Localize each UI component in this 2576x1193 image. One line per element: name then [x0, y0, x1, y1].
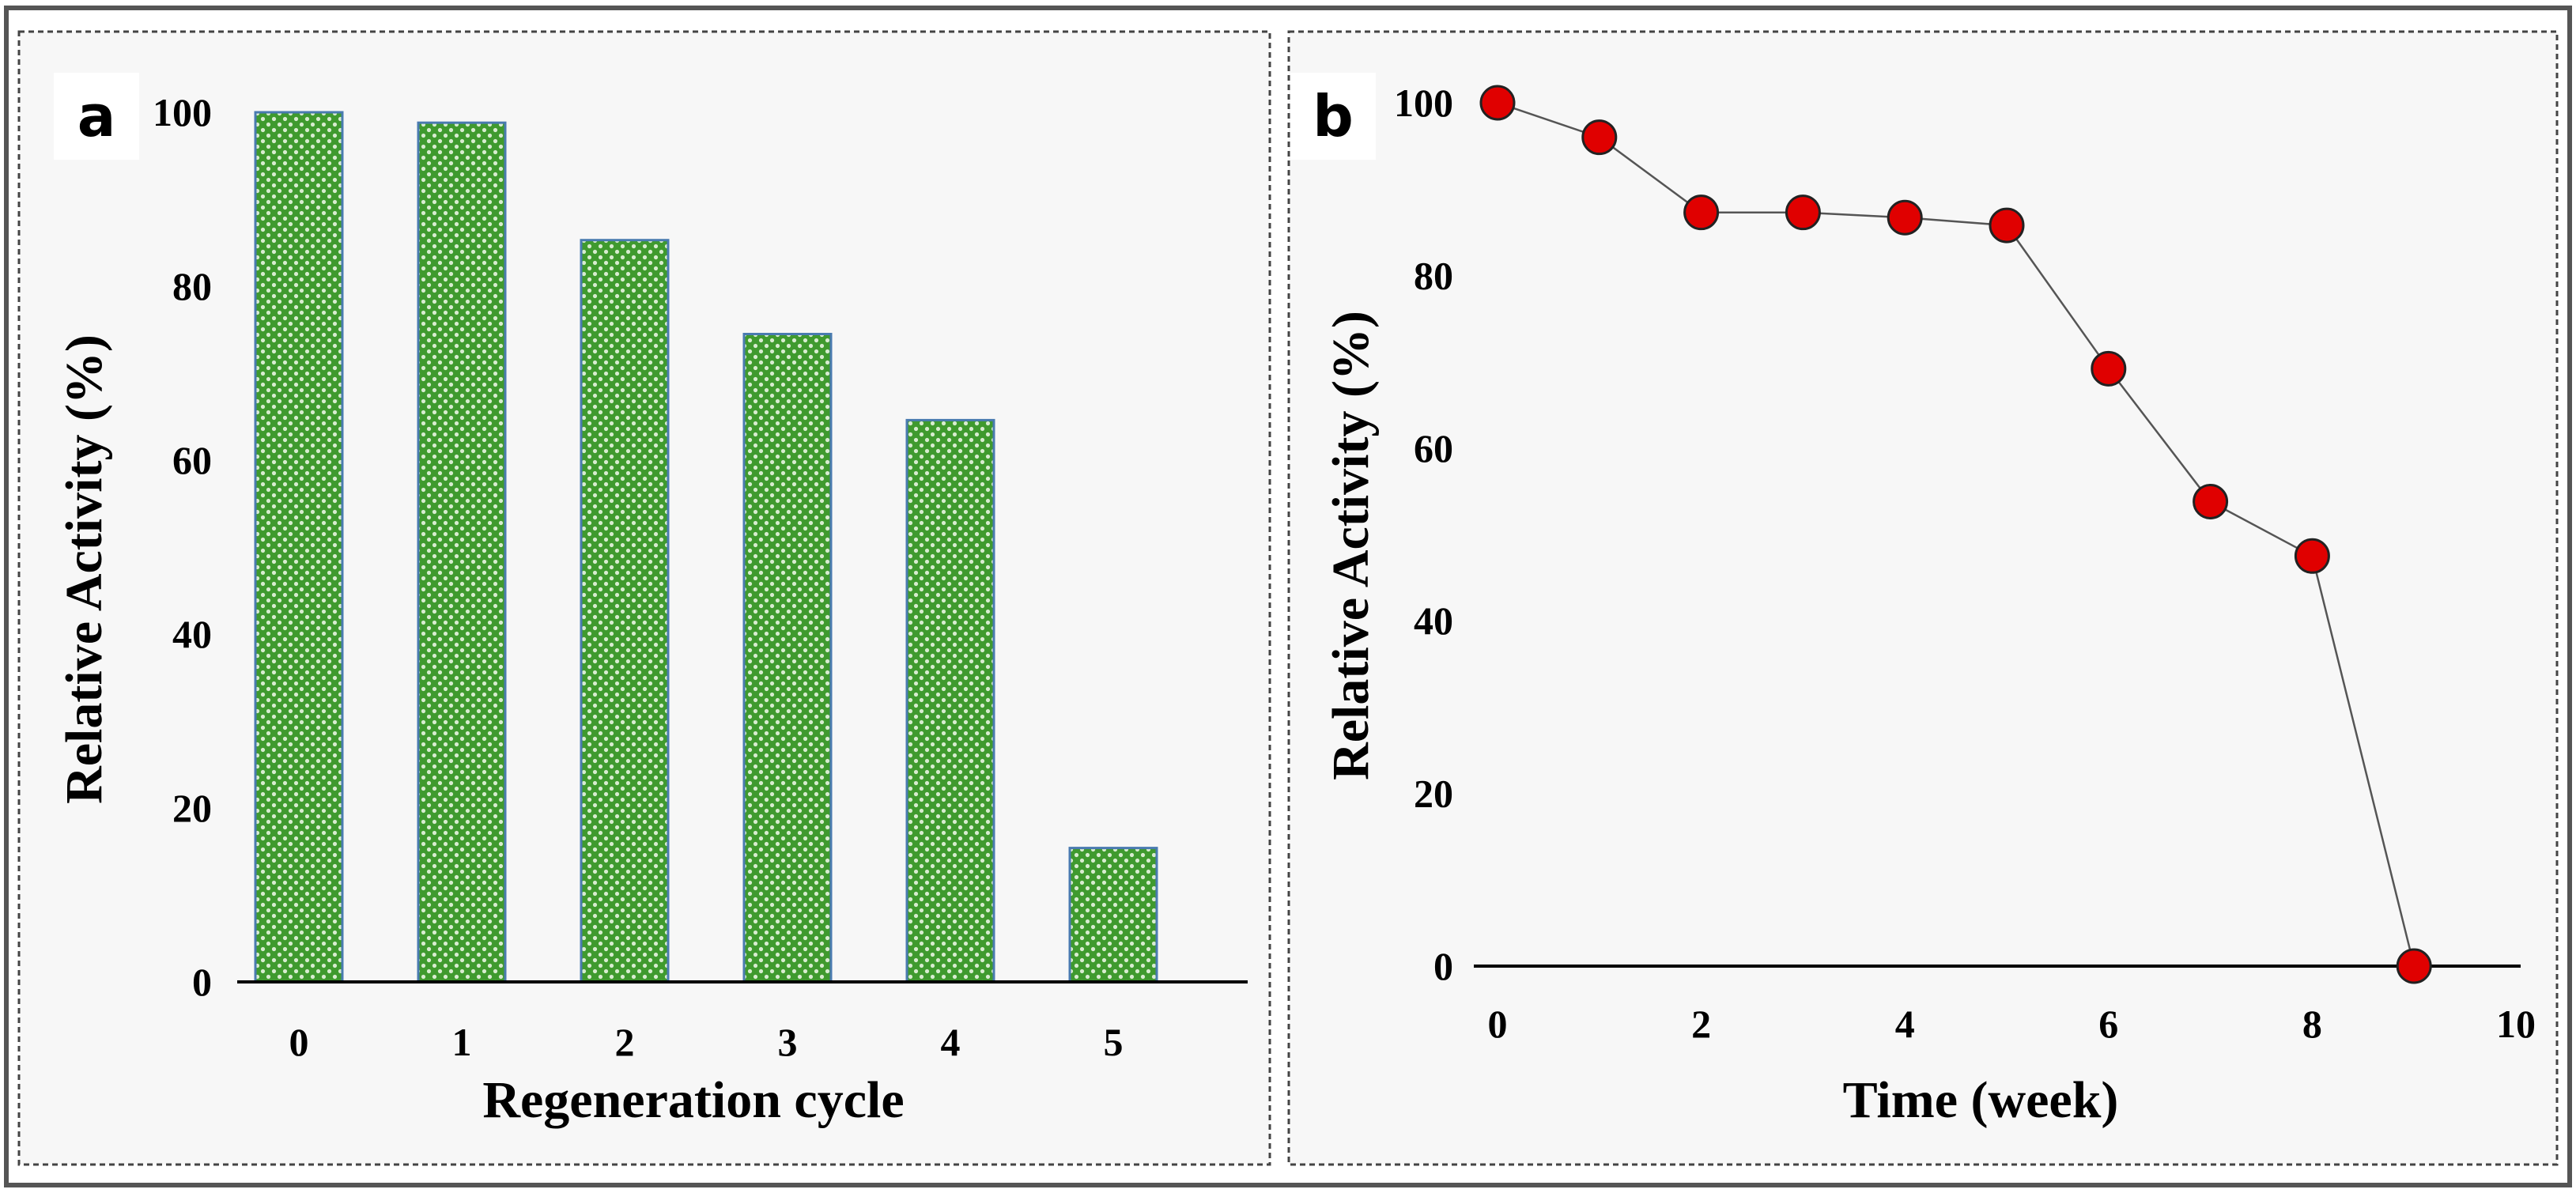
panel-b-x-tick-label: 2 [1691, 1002, 1711, 1046]
marker-week-5 [1989, 207, 2025, 244]
marker-week-1 [1581, 119, 1618, 156]
panel-b-markers [1479, 85, 2432, 984]
panel-b-label: b [1313, 83, 1354, 149]
panel-b-y-tick-label: 40 [1414, 598, 1453, 643]
marker-week-9 [2396, 948, 2432, 984]
panel-b: b 0 20 40 60 80 100 0 2 4 6 8 10 Time (week) Relat… [1287, 30, 2559, 1166]
panel-a-x-tick-label: 1 [452, 1020, 472, 1064]
marker-week-3 [1785, 194, 1821, 231]
panel-b-y-tick-label: 80 [1414, 253, 1453, 297]
panel-b-x-tick-label: 0 [1488, 1002, 1508, 1046]
panel-a-x-tick-label: 4 [941, 1020, 961, 1064]
panel-b-x-tick-label: 4 [1895, 1002, 1915, 1046]
marker-week-8 [2294, 538, 2330, 574]
panel-a-x-tick-label: 5 [1104, 1020, 1124, 1064]
panel-a: a 0 20 40 60 80 100 0 1 2 3 4 5 Regeneration cycle… [17, 30, 1271, 1166]
panel-a-border [17, 30, 1271, 1166]
marker-week-0 [1479, 85, 1516, 121]
bar-cycle-5 [1068, 847, 1158, 983]
marker-week-2 [1683, 194, 1720, 231]
panel-b-x-axis-title: Time (week) [1843, 1071, 2119, 1129]
figure-frame [4, 6, 2572, 1187]
panel-b-y-tick-label: 20 [1414, 772, 1453, 816]
panel-a-y-tick-label: 80 [172, 264, 212, 308]
panel-b-label-box [1290, 73, 1376, 160]
bar-cycle-3 [742, 333, 833, 983]
marker-week-7 [2193, 484, 2229, 520]
marker-week-6 [2091, 350, 2127, 387]
panel-b-y-tick-label: 60 [1414, 426, 1453, 470]
panel-a-x-axis-title: Regeneration cycle [482, 1071, 904, 1129]
bar-cycle-2 [580, 239, 670, 983]
panel-a-y-tick-label: 60 [172, 438, 212, 482]
panel-b-y-axis-title: Relative Activity (%) [1322, 311, 1380, 780]
panel-a-x-tick-label: 2 [615, 1020, 635, 1064]
panel-a-label-box [54, 73, 139, 160]
panel-a-y-tick-label: 40 [172, 612, 212, 656]
panel-a-y-tick-label: 100 [153, 90, 212, 134]
panel-a-label: a [77, 83, 116, 149]
panel-b-y-tick-label: 0 [1433, 944, 1453, 988]
panel-b-y-tick-labels: 0 20 40 60 80 100 [1394, 81, 1453, 988]
panel-b-x-tick-label: 10 [2496, 1002, 2536, 1046]
panel-b-background [1289, 32, 2557, 1165]
panel-b-x-tick-labels: 0 2 4 6 8 10 [1488, 1002, 2536, 1046]
panel-a-y-tick-label: 20 [172, 786, 212, 830]
panel-a-x-tick-label: 3 [778, 1020, 798, 1064]
panel-a-x-tick-label: 0 [289, 1020, 309, 1064]
bar-cycle-0 [254, 111, 344, 983]
bar-cycle-4 [905, 418, 995, 983]
panel-b-y-tick-label: 100 [1394, 81, 1453, 125]
bar-cycle-1 [417, 121, 507, 983]
panel-b-series-line [1497, 101, 2415, 967]
panel-b-x-tick-label: 6 [2098, 1002, 2118, 1046]
panel-a-y-tick-labels: 0 20 40 60 80 100 [153, 90, 212, 1004]
panel-a-x-tick-labels: 0 1 2 3 4 5 [289, 1020, 1124, 1064]
panel-b-border [1287, 30, 2559, 1166]
panel-b-x-tick-label: 8 [2302, 1002, 2322, 1046]
panel-a-y-tick-label: 0 [192, 960, 212, 1004]
marker-week-4 [1887, 199, 1923, 236]
panel-a-bars [254, 111, 1158, 983]
panel-a-y-axis-title: Relative Activity (%) [55, 334, 113, 804]
